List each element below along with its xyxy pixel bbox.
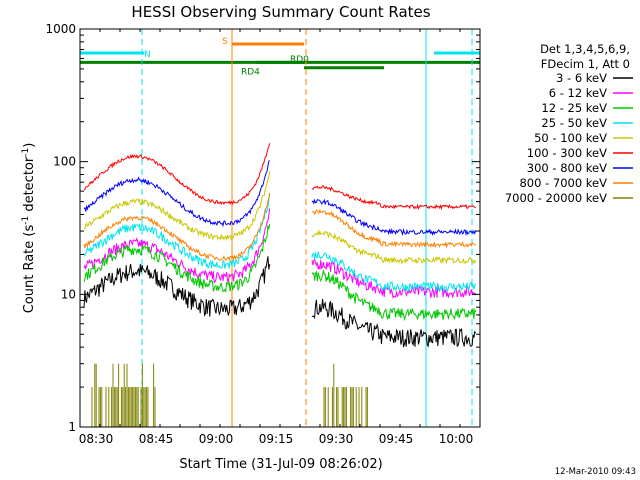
y-tick-label-1: 10 <box>61 287 76 301</box>
series-7-line <box>83 192 477 262</box>
series-4-line <box>83 171 477 265</box>
legend-label-6: 300 - 800 keV <box>527 161 607 175</box>
series-lines <box>83 143 477 427</box>
legend-label-5: 100 - 300 keV <box>527 146 607 160</box>
legend-header-2: FDecim 1, Att 0 <box>541 57 630 71</box>
series-6-line <box>83 160 477 237</box>
series-2-line <box>83 223 477 322</box>
chart-title: HESSI Observing Summary Count Rates <box>131 3 430 21</box>
legend: Det 1,3,4,5,6,9, FDecim 1, Att 0 3 - 6 k… <box>505 42 633 205</box>
legend-header-1: Det 1,3,4,5,6,9, <box>540 42 630 56</box>
legend-label-0: 3 - 6 keV <box>556 71 607 85</box>
x-tick-label-2: 09:00 <box>199 432 234 446</box>
legend-label-8: 7000 - 20000 keV <box>505 191 607 205</box>
x-tick-label-3: 09:15 <box>259 432 294 446</box>
y-axis: 1 10 100 1000 <box>45 22 480 434</box>
x-axis-label: Start Time (31-Jul-09 08:26:02) <box>179 457 382 472</box>
y-tick-label-0: 1 <box>68 420 76 434</box>
y-axis-label: Count Rate (s-1 detector-1) <box>21 143 37 314</box>
series-8-bars <box>91 363 368 427</box>
flag-label-5: RD0 <box>290 55 309 65</box>
series-1-line <box>83 208 477 300</box>
y-axis-label-exp1: -1 <box>21 216 31 225</box>
series-5-line <box>83 143 476 211</box>
legend-label-2: 12 - 25 keV <box>541 101 607 115</box>
y-axis-label-end: ) <box>22 143 37 148</box>
x-tick-label-1: 08:45 <box>139 432 174 446</box>
observing-flags: N S RD4 RD0 <box>80 37 480 77</box>
y-tick-label-2: 100 <box>53 155 76 169</box>
legend-label-4: 50 - 100 keV <box>534 131 607 145</box>
y-axis-label-mid: detector <box>22 156 37 216</box>
x-tick-label-4: 09:30 <box>319 432 354 446</box>
x-tick-label-6: 10:00 <box>439 432 474 446</box>
series-3-line <box>83 193 477 293</box>
event-markers <box>141 29 473 427</box>
x-tick-label-0: 08:30 <box>79 432 114 446</box>
y-axis-label-main: Count Rate (s <box>22 225 37 314</box>
series-0-line <box>83 256 477 348</box>
y-axis-label-exp2: -1 <box>21 148 31 157</box>
flag-label-4: RD4 <box>241 67 260 77</box>
legend-label-1: 6 - 12 keV <box>549 86 607 100</box>
legend-label-7: 800 - 7000 keV <box>519 176 607 190</box>
legend-label-3: 25 - 50 keV <box>541 116 607 130</box>
footer-timestamp: 12-Mar-2010 09:43 <box>555 467 636 477</box>
flag-label-0: N <box>144 50 151 60</box>
x-tick-label-5: 09:45 <box>379 432 414 446</box>
x-axis: 08:30 08:45 09:00 09:15 09:30 09:45 10:00 <box>79 29 481 446</box>
y-tick-label-3: 1000 <box>45 22 76 36</box>
flag-label-2: S <box>222 37 228 47</box>
